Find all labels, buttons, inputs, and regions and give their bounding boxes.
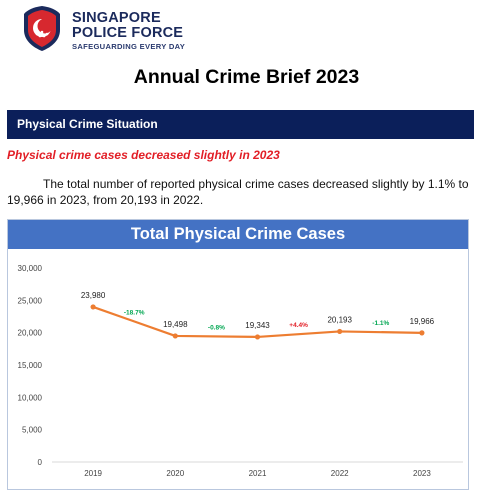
data-point: [337, 328, 343, 335]
spf-logo: SINGAPORE POLICE FORCE SAFEGUARDING EVER…: [20, 4, 190, 54]
x-tick-label: 2019: [84, 469, 102, 478]
subheading: Physical crime cases decreased slightly …: [7, 148, 280, 162]
section-title: Physical Crime Situation: [17, 117, 158, 131]
summary-paragraph: The total number of reported physical cr…: [7, 177, 469, 207]
y-tick-label: 20,000: [18, 329, 43, 338]
change-label: -0.8%: [208, 324, 225, 331]
y-tick-label: 5,000: [22, 426, 43, 435]
y-tick-label: 25,000: [18, 296, 43, 305]
data-point: [254, 334, 261, 340]
data-label: 19,498: [163, 320, 188, 329]
chart-title-bar: Total Physical Crime Cases: [8, 220, 468, 249]
x-tick-label: 2020: [166, 469, 184, 478]
y-tick-label: 10,000: [18, 393, 43, 402]
line-chart: 0 5,000 10,000 15,000 20,000 25,000 30,000 2019…: [18, 264, 463, 478]
data-label: 19,966: [410, 317, 435, 326]
change-label: -18.7%: [124, 309, 145, 316]
data-label: 20,193: [327, 315, 352, 324]
data-label: 19,343: [245, 321, 270, 330]
x-tick-label: 2022: [331, 469, 349, 478]
brand-name-line1: SINGAPORE: [72, 10, 161, 26]
y-tick-label: 30,000: [18, 264, 43, 273]
chart-title: Total Physical Crime Cases: [130, 225, 346, 243]
section-header-bar: Physical Crime Situation: [7, 110, 474, 139]
y-tick-label: 0: [38, 458, 43, 467]
police-crest-icon: [24, 6, 60, 51]
chart-panel: Total Physical Crime Cases 0 5,000 10,000 1…: [7, 219, 469, 490]
data-point: [90, 304, 96, 310]
x-tick-label: 2023: [413, 469, 431, 478]
x-tick-label: 2021: [249, 469, 267, 478]
brand-name-line2: POLICE FORCE: [72, 25, 184, 41]
data-label: 23,980: [81, 291, 106, 300]
data-point: [419, 330, 425, 336]
change-label: +4.4%: [289, 322, 308, 329]
brand-tagline: SAFEGUARDING EVERY DAY: [72, 42, 186, 51]
y-tick-label: 15,000: [18, 361, 43, 370]
data-point: [172, 333, 178, 339]
change-label: -1.1%: [372, 320, 389, 327]
report-title: Annual Crime Brief 2023: [133, 66, 360, 88]
